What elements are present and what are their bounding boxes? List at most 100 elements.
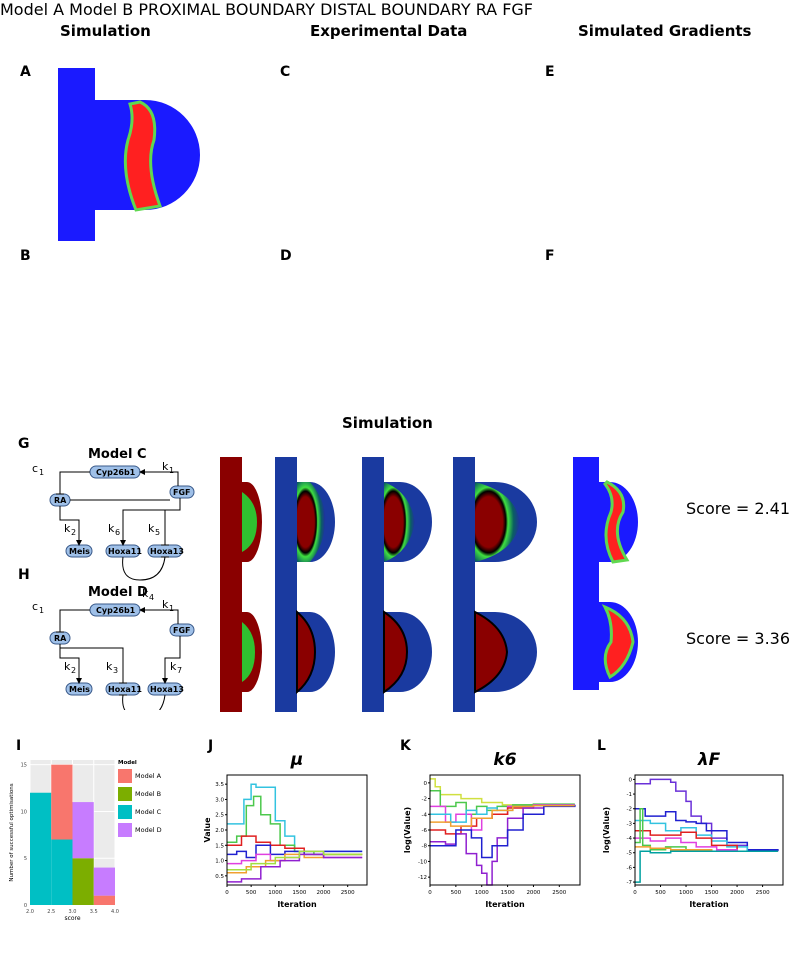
chartJ-series-line bbox=[227, 795, 363, 856]
chart-i-bar bbox=[30, 792, 52, 905]
svg-text:k: k bbox=[64, 522, 71, 535]
top-figures bbox=[58, 68, 200, 241]
chartL-x-tick: 500 bbox=[655, 890, 666, 896]
panel-label-c: C bbox=[280, 64, 291, 80]
chartL-y-tick: -1 bbox=[627, 792, 632, 798]
chartK-series-line bbox=[430, 778, 575, 806]
chartK-series-line bbox=[430, 804, 575, 827]
svg-text:k: k bbox=[108, 522, 115, 535]
chartJ-y-label: Value bbox=[203, 817, 212, 843]
model-d-final bbox=[573, 584, 638, 690]
chartL-x-tick: 0 bbox=[633, 890, 637, 896]
chart-k-k6: k6 0 -2 -4 -6 -8 -10 -12 0 500 1000 1500 2000 2500 Ite… bbox=[403, 750, 581, 909]
header-simulation: Simulation bbox=[60, 22, 151, 40]
model-c-final bbox=[573, 457, 638, 587]
chart-i-bar bbox=[72, 802, 94, 859]
svg-text:Hoxa11: Hoxa11 bbox=[108, 685, 142, 694]
chartK-x-tick: 1000 bbox=[475, 890, 489, 896]
chartK-y-tick: -10 bbox=[418, 859, 427, 865]
score-model-d: Score = 3.36 bbox=[686, 629, 791, 648]
chartJ-title: μ bbox=[290, 750, 304, 770]
chart-i-legend-label: Model A bbox=[135, 772, 162, 780]
chartL-series-line bbox=[635, 850, 778, 883]
chartJ-axes-frame bbox=[226, 774, 368, 886]
chartK-x-label: Iteration bbox=[485, 900, 525, 909]
distal-boundary-label-1: DISTAL bbox=[320, 0, 376, 19]
chart-i-bar bbox=[51, 764, 73, 840]
chartJ-y-tick: 3.5 bbox=[215, 782, 224, 788]
network-model-d: Model D Cyp26b1 RA FGF Meis Hoxa11 Hoxa1… bbox=[32, 585, 195, 710]
svg-text:6: 6 bbox=[115, 528, 120, 537]
svg-text:RA: RA bbox=[54, 634, 67, 643]
chartJ-series-line bbox=[227, 783, 363, 853]
chartJ-series-line bbox=[227, 853, 363, 883]
chartJ-x-tick: 1500 bbox=[292, 890, 306, 896]
chartK-series-line bbox=[430, 804, 576, 859]
panel-label-f: F bbox=[545, 248, 555, 264]
fgf-label: FGF bbox=[502, 0, 534, 19]
chart-i-legend-swatch bbox=[118, 769, 132, 783]
svg-text:k: k bbox=[170, 660, 177, 673]
proximal-boundary-label-2: BOUNDARY bbox=[225, 0, 315, 19]
svg-text:5: 5 bbox=[155, 528, 160, 537]
svg-text:k: k bbox=[106, 660, 113, 673]
svg-text:3: 3 bbox=[113, 666, 118, 675]
chartL-title: λF bbox=[697, 750, 721, 770]
svg-text:2: 2 bbox=[71, 666, 76, 675]
panel-label-l: L bbox=[597, 738, 606, 754]
chartJ-y-tick: 2.0 bbox=[215, 828, 224, 834]
chart-i-legend-swatch bbox=[118, 823, 132, 837]
chart-i-y-tick: 15 bbox=[21, 763, 27, 769]
ra-label: RA bbox=[475, 0, 498, 19]
chart-i-legend-label: Model D bbox=[135, 826, 162, 834]
chartK-series-line bbox=[430, 804, 576, 835]
chartL-y-tick: -5 bbox=[627, 851, 633, 857]
chart-i-y-label: Number of successful optimisations bbox=[9, 783, 15, 881]
chartJ-x-tick: 0 bbox=[225, 890, 229, 896]
chartK-y-tick: -6 bbox=[422, 828, 428, 834]
chartL-x-label: Iteration bbox=[689, 900, 729, 909]
svg-text:1: 1 bbox=[39, 606, 44, 615]
chartK-axes-frame bbox=[429, 774, 581, 886]
chart-i-legend-label: Model C bbox=[135, 808, 162, 816]
svg-text:Hoxa13: Hoxa13 bbox=[150, 685, 184, 694]
chartL-x-tick: 1000 bbox=[679, 890, 693, 896]
node-fgf-label: FGF bbox=[173, 488, 191, 497]
chart-i-bar bbox=[72, 858, 94, 905]
chartK-x-tick: 2500 bbox=[552, 890, 566, 896]
node-hoxa11-label: Hoxa11 bbox=[108, 547, 142, 556]
node-hoxa13-label: Hoxa13 bbox=[150, 547, 184, 556]
model-a-label: Model A bbox=[0, 0, 65, 19]
chart-i-y-tick: 10 bbox=[21, 809, 27, 815]
panel-label-e: E bbox=[545, 64, 555, 80]
node-cyp26b1-label: Cyp26b1 bbox=[96, 468, 136, 477]
chartL-axes-frame bbox=[634, 774, 784, 886]
chartJ-y-tick: 3.0 bbox=[215, 797, 224, 803]
final-state-limbs bbox=[573, 457, 638, 690]
chart-i-y-tick: 5 bbox=[24, 856, 27, 862]
svg-text:k: k bbox=[148, 522, 155, 535]
chart-i-x-label: score bbox=[64, 915, 80, 922]
chartK-x-tick: 2000 bbox=[526, 890, 540, 896]
distal-boundary-label-2: BOUNDARY bbox=[380, 0, 471, 19]
svg-text:2: 2 bbox=[71, 528, 76, 537]
chartL-y-tick: 0 bbox=[629, 777, 633, 783]
node-ra-label: RA bbox=[54, 496, 67, 505]
svg-text:7: 7 bbox=[177, 666, 182, 675]
header-experimental-data: Experimental Data bbox=[310, 22, 468, 40]
svg-text:Meis: Meis bbox=[69, 685, 90, 694]
panel-label-a: A bbox=[20, 64, 31, 80]
chart-i-bar bbox=[93, 867, 115, 896]
chartL-series-line bbox=[635, 807, 779, 852]
network-model-c: Model C Cyp26b1 RA FGF Meis Hoxa11 Hoxa1… bbox=[32, 447, 195, 602]
chartL-y-label: log(Value) bbox=[602, 807, 611, 853]
proximal-boundary-label-1: PROXIMAL bbox=[138, 0, 221, 19]
chart-i-x-tick: 4.0 bbox=[111, 909, 119, 915]
chart-i-legend-swatch bbox=[118, 805, 132, 819]
chart-i-legend-label: Model B bbox=[135, 790, 161, 798]
chartL-series-line bbox=[635, 829, 778, 853]
chartL-y-tick: -6 bbox=[627, 865, 633, 871]
svg-text:1: 1 bbox=[169, 466, 174, 475]
chartJ-x-tick: 1000 bbox=[268, 890, 282, 896]
chart-l-lambda-f: λF0-1-2-3-4-5-6-70 500 1000 1500 2000 2500Ite… bbox=[602, 750, 784, 909]
